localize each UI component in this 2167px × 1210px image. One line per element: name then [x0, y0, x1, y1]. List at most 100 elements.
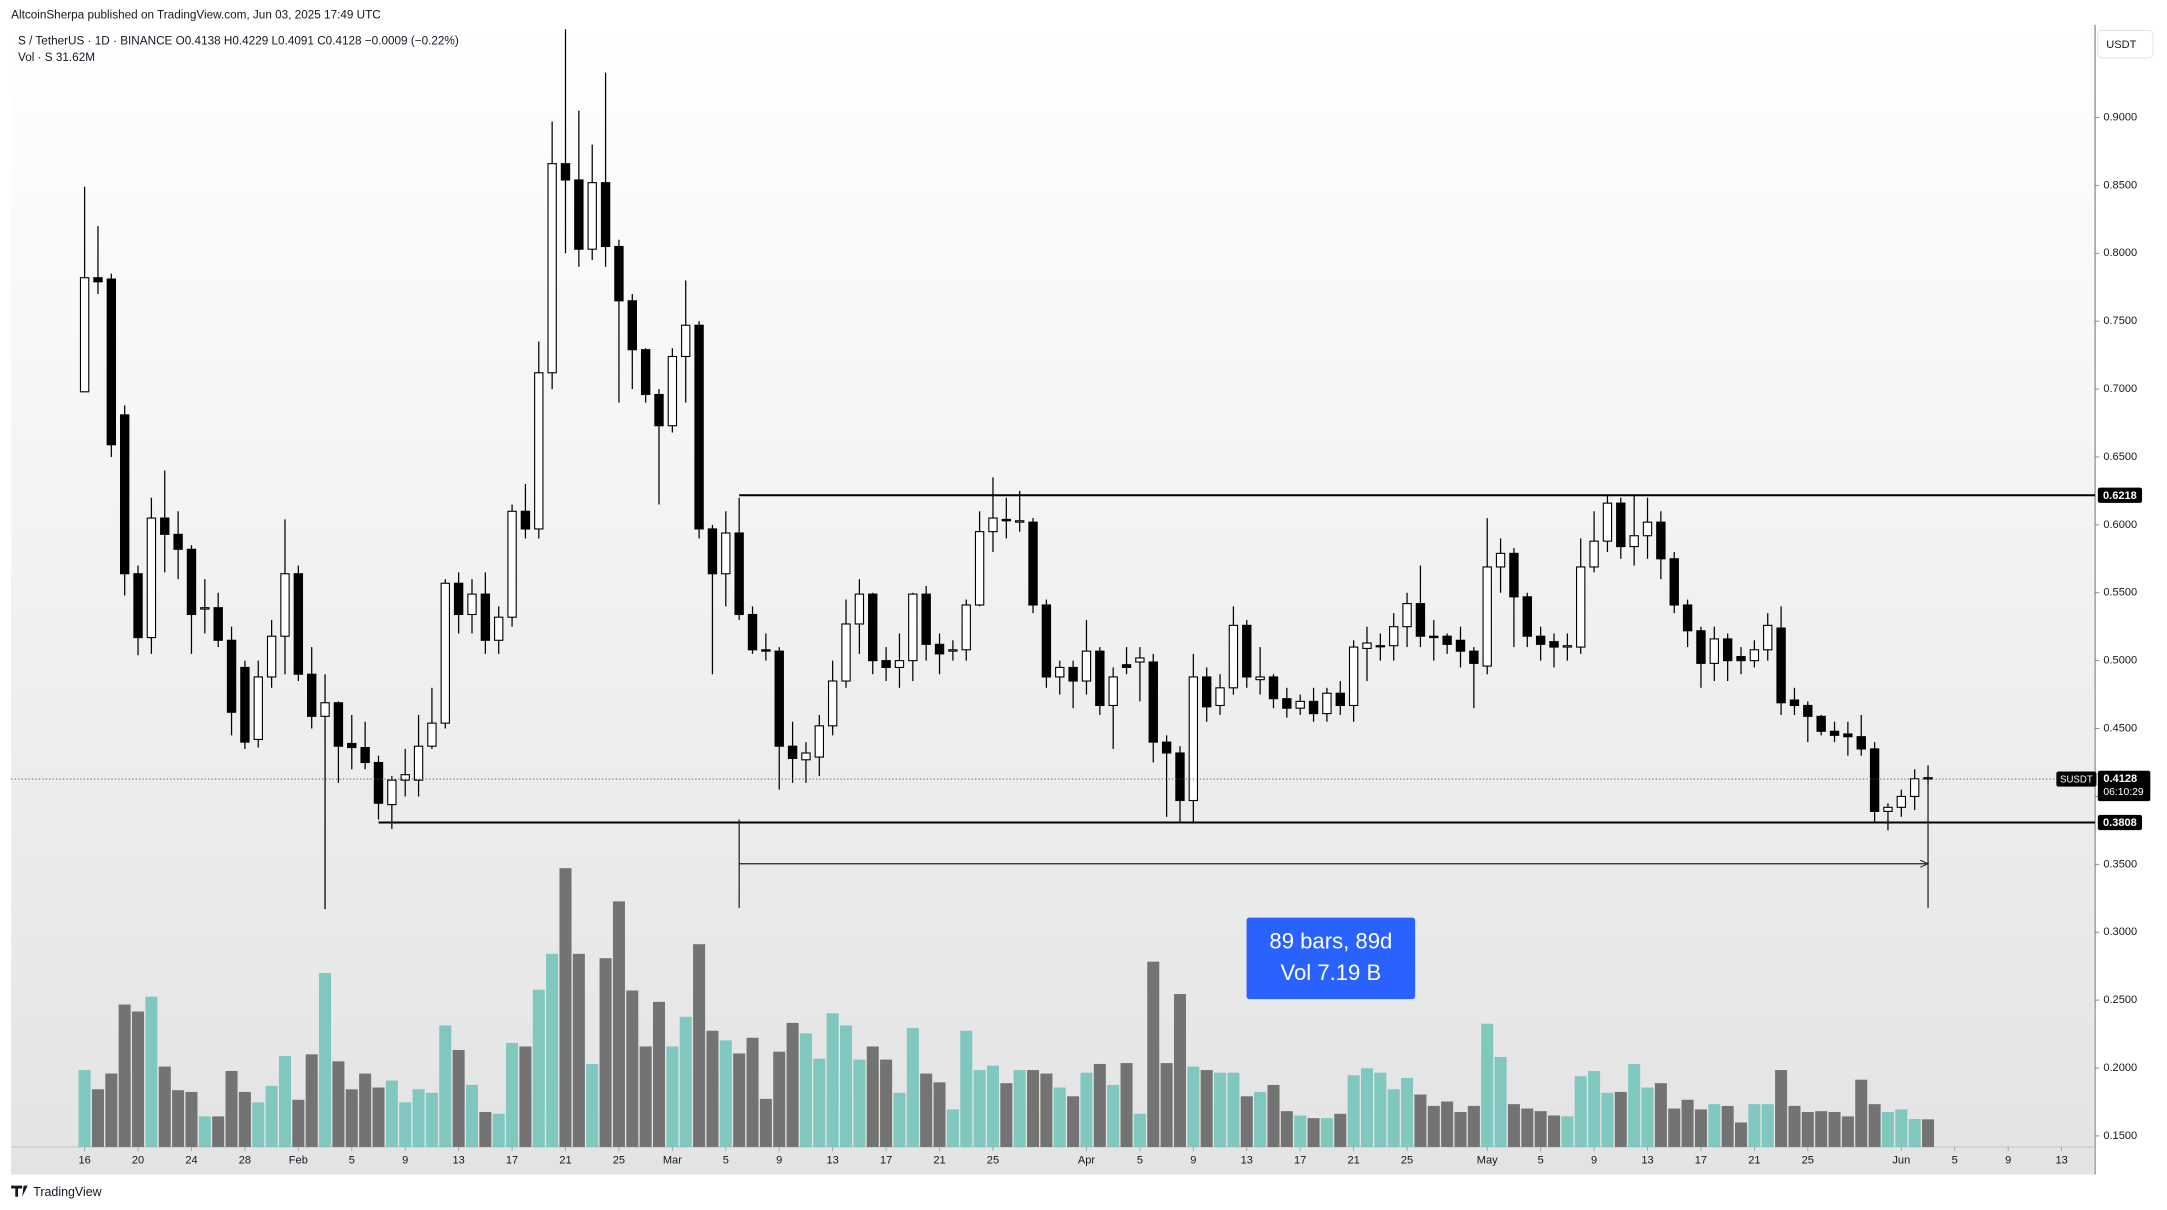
- volume-bar: [759, 1098, 772, 1147]
- volume-bar: [145, 996, 158, 1147]
- volume-bar: [212, 1116, 225, 1147]
- volume-bar: [1881, 1112, 1894, 1147]
- volume-bar: [893, 1092, 906, 1147]
- volume-bar: [853, 1059, 866, 1147]
- level-label: 0.6218: [2103, 490, 2137, 502]
- volume-bar: [1427, 1105, 1440, 1147]
- candle-body: [908, 593, 918, 662]
- candle-body: [1642, 521, 1653, 537]
- candle-body: [1509, 552, 1519, 598]
- candle-body: [1215, 687, 1225, 707]
- y-tick-label: 0.2500: [2103, 994, 2137, 1006]
- candle-body: [1028, 521, 1038, 606]
- x-tick-label: 9: [1591, 1155, 1597, 1167]
- y-tick-label: 0.6000: [2103, 519, 2137, 531]
- candle-body: [266, 635, 277, 678]
- volume-bar: [612, 901, 625, 1147]
- candle-body: [226, 639, 237, 713]
- candle-body: [1188, 676, 1199, 802]
- candle-body: [587, 182, 597, 250]
- volume-bar: [1721, 1105, 1734, 1147]
- currency-box[interactable]: [2097, 29, 2154, 59]
- candle-body: [881, 660, 891, 668]
- x-tick-label: 21: [559, 1155, 571, 1167]
- volume-bar: [1013, 1070, 1026, 1147]
- volume-bar: [1307, 1118, 1320, 1147]
- volume-bar: [1614, 1091, 1627, 1147]
- candle-body: [1589, 540, 1599, 568]
- candle-body: [1001, 518, 1012, 522]
- candle-body: [814, 725, 825, 758]
- candle-body: [1923, 777, 1933, 780]
- candle-body: [894, 660, 905, 668]
- candle-body: [93, 277, 103, 283]
- x-tick-label: 9: [2005, 1155, 2011, 1167]
- volume-bar: [693, 944, 706, 1147]
- candle-body: [600, 182, 611, 248]
- x-tick-label: 5: [349, 1155, 355, 1167]
- candle-body: [774, 650, 784, 747]
- y-tick-label: 0.5500: [2103, 587, 2137, 599]
- x-tick-label: 9: [402, 1155, 408, 1167]
- candle-body: [133, 573, 143, 639]
- candle-body: [173, 533, 183, 550]
- volume-bar: [1000, 1083, 1013, 1147]
- candle-body: [961, 604, 971, 651]
- candle-body: [1228, 624, 1239, 689]
- candle-body: [988, 517, 998, 533]
- candle-body: [948, 649, 958, 652]
- volume-bar: [519, 1046, 532, 1147]
- volume-line: Vol · S 31.62M: [18, 51, 95, 64]
- x-tick-label: 25: [613, 1155, 625, 1167]
- volume-bar: [1414, 1094, 1427, 1147]
- x-tick-label: 28: [239, 1155, 251, 1167]
- candle-body: [1776, 627, 1786, 704]
- candle-body: [1375, 645, 1386, 648]
- candle-body: [1402, 603, 1412, 628]
- volume-bar: [1815, 1111, 1828, 1147]
- x-tick-label: 20: [132, 1155, 144, 1167]
- brand: TradingView: [33, 1185, 101, 1199]
- volume-bar: [78, 1070, 91, 1147]
- volume-bar: [278, 1056, 291, 1147]
- volume-bar: [332, 1061, 345, 1147]
- measure-text: Vol 7.19 B: [1280, 960, 1381, 985]
- volume-bar: [1775, 1070, 1788, 1147]
- candle-body: [1442, 635, 1452, 645]
- x-tick-label: 5: [1538, 1155, 1544, 1167]
- candle-body: [1455, 639, 1466, 652]
- candle-body: [347, 742, 357, 749]
- volume-bar: [1534, 1111, 1547, 1147]
- candle-body: [146, 517, 157, 639]
- candle-body: [1161, 741, 1172, 754]
- candle-body: [667, 355, 678, 427]
- candle-body: [160, 517, 170, 535]
- candle-body: [1722, 638, 1733, 662]
- x-tick-label: 17: [1695, 1155, 1707, 1167]
- volume-bar: [1588, 1070, 1601, 1147]
- volume-bar: [465, 1084, 479, 1147]
- volume-bar: [652, 1001, 666, 1147]
- volume-bar: [813, 1058, 826, 1147]
- symbol-line: S / TetherUS · 1D · BINANCE O0.4138 H0.4…: [18, 35, 459, 48]
- volume-bar: [1828, 1112, 1841, 1147]
- candle-body: [387, 779, 397, 806]
- currency[interactable]: USDT: [2106, 39, 2136, 51]
- x-tick-label: 17: [880, 1155, 892, 1167]
- brand-logo: [11, 1185, 28, 1197]
- volume-bar: [1574, 1076, 1587, 1147]
- volume-bar: [1254, 1091, 1267, 1147]
- y-tick-label: 0.8500: [2103, 179, 2137, 191]
- candle-body: [106, 278, 117, 446]
- volume-bar: [1735, 1122, 1748, 1147]
- candle-body: [1869, 748, 1880, 812]
- measure-box: [1246, 917, 1416, 1000]
- y-tick-label: 0.3500: [2103, 858, 2137, 870]
- volume-bar: [118, 1004, 131, 1147]
- candle-body: [721, 532, 731, 575]
- volume-bar: [172, 1090, 185, 1147]
- candle-body: [1322, 692, 1332, 715]
- volume-bar: [1107, 1084, 1120, 1147]
- volume-bar: [1067, 1096, 1080, 1147]
